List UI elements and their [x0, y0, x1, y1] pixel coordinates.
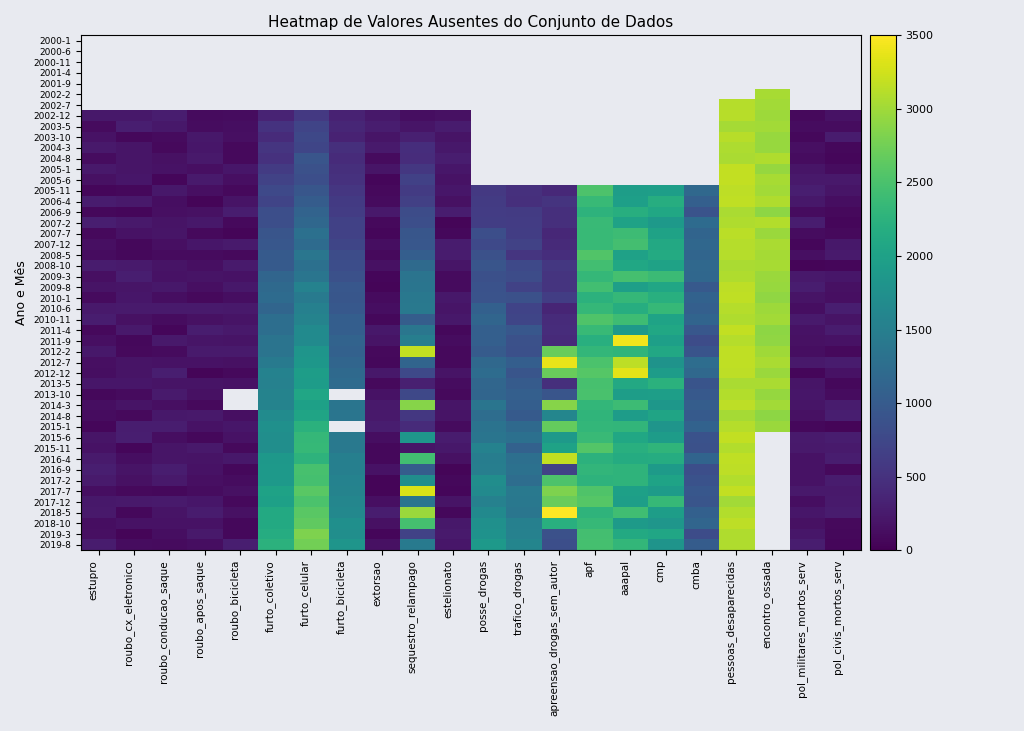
Y-axis label: Ano e Mês: Ano e Mês: [15, 260, 28, 325]
Title: Heatmap de Valores Ausentes do Conjunto de Dados: Heatmap de Valores Ausentes do Conjunto …: [268, 15, 674, 30]
